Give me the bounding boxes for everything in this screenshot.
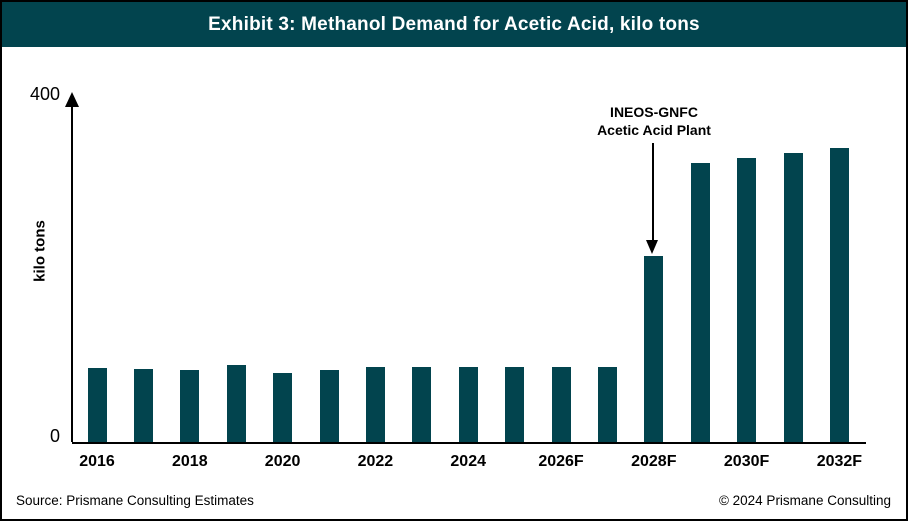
x-tick-label-2030F: 2030F [723, 453, 770, 470]
bar-2024 [458, 367, 478, 442]
bar-2022 [365, 367, 385, 442]
x-tick-label-2018: 2018 [172, 453, 208, 470]
y-axis-line [71, 106, 73, 442]
bar-2027 [597, 367, 617, 442]
bar-2032 [829, 148, 849, 442]
bar-2020 [273, 373, 293, 442]
chart-title: Exhibit 3: Methanol Demand for Acetic Ac… [208, 13, 700, 35]
x-tick-label-2026F: 2026F [538, 453, 584, 470]
bar-2029 [690, 163, 710, 442]
bar-2018 [180, 370, 200, 442]
y-tick-label-max: 400 [29, 84, 60, 104]
bar-2017 [133, 369, 153, 442]
bar-2023 [412, 367, 432, 442]
x-tick-label-2024: 2024 [450, 453, 486, 470]
bar-2026 [551, 367, 571, 442]
bar-2030 [737, 158, 757, 442]
bar-2025 [505, 367, 525, 442]
chart-title-bar: Exhibit 3: Methanol Demand for Acetic Ac… [2, 2, 906, 47]
copyright-note: © 2024 Prismane Consulting [718, 493, 891, 508]
x-tick-label-2032F: 2032F [816, 453, 863, 470]
x-tick-label-2028F: 2028F [631, 453, 677, 470]
x-tick-label-2022: 2022 [357, 453, 394, 470]
x-axis-line [72, 442, 866, 444]
x-tick-label-2016: 2016 [79, 453, 115, 470]
bar-2021 [319, 370, 339, 442]
bar-2028 [644, 256, 664, 442]
source-note: Source: Prismane Consulting Estimates [16, 493, 254, 508]
bar-2019 [226, 365, 246, 442]
annotation-arrow-line [652, 143, 654, 240]
y-axis-title: kilo tons [31, 220, 49, 282]
x-tick-label-2020: 2020 [264, 453, 301, 470]
bar-2031 [783, 153, 803, 442]
y-tick-label-zero: 0 [49, 426, 60, 446]
annotation-line-2: Acetic Acid Plant [597, 122, 711, 138]
y-axis-arrow-icon [65, 92, 79, 107]
bar-2016 [87, 368, 107, 442]
annotation-line-1: INEOS-GNFC [610, 104, 698, 120]
annotation-arrowhead-icon [646, 240, 658, 254]
annotation-label: INEOS-GNFC Acetic Acid Plant [597, 103, 711, 139]
